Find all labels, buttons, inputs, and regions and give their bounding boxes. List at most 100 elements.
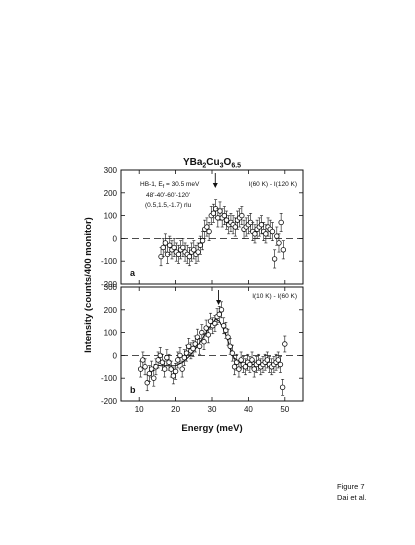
data-point	[220, 323, 227, 329]
data-point	[247, 361, 253, 368]
data-point	[278, 219, 284, 226]
panel-a-annotation-line2: 48'-40'-60'-120'	[146, 192, 190, 199]
data-point	[205, 332, 212, 338]
data-point	[206, 228, 212, 235]
data-point	[274, 233, 280, 239]
data-point	[216, 311, 222, 318]
figure-caption-line2: Dai et al.	[337, 493, 367, 502]
data-point	[192, 341, 198, 347]
panel-a-annotation-line3: (0.5,1.5,-1.7) rlu	[145, 202, 192, 209]
y-tick-label: 200	[104, 189, 118, 198]
data-point	[199, 329, 205, 336]
peak-arrow-head	[212, 183, 218, 188]
panel-a-annotation-line1: HB-1, Ef = 30.5 meV	[140, 181, 200, 190]
data-point	[180, 244, 186, 251]
data-point	[148, 366, 155, 372]
data-point	[190, 345, 196, 352]
data-point	[236, 366, 242, 372]
data-point	[167, 242, 173, 248]
y-tick-label: 100	[104, 329, 118, 338]
data-point	[255, 359, 262, 365]
data-point	[227, 343, 233, 349]
panel-b-legend: I(10 K) - I(60 K)	[252, 293, 297, 300]
data-point	[183, 350, 190, 356]
y-tick-label: 0	[113, 351, 118, 360]
data-point	[203, 325, 209, 331]
data-point	[252, 231, 258, 237]
data-point	[144, 380, 150, 386]
data-point	[239, 212, 245, 219]
data-point	[280, 247, 287, 253]
x-tick-label: 30	[208, 405, 217, 414]
y-tick-label: -200	[101, 280, 118, 289]
data-point	[231, 364, 238, 370]
data-point	[160, 244, 166, 251]
data-point	[229, 350, 236, 356]
data-point	[171, 244, 177, 251]
x-tick-label: 40	[244, 405, 253, 414]
x-axis-label: Energy (meV)	[181, 423, 242, 434]
data-point	[277, 361, 284, 368]
data-point	[234, 359, 240, 365]
y-axis-label: Intensity (counts/400 monitor)	[83, 217, 94, 353]
x-tick-label: 50	[280, 405, 289, 414]
data-point	[153, 364, 159, 370]
data-point	[155, 357, 161, 363]
data-point	[199, 237, 206, 244]
data-point	[215, 215, 221, 221]
data-point	[242, 364, 249, 370]
data-point	[223, 217, 230, 223]
panel-b-label: b	[130, 385, 136, 395]
figure-caption-line1: Figure 7	[337, 482, 365, 491]
data-point	[223, 327, 229, 334]
data-point	[275, 357, 281, 363]
y-tick-label: -100	[101, 257, 118, 266]
data-point	[161, 366, 168, 372]
data-point	[195, 249, 201, 255]
data-point	[191, 247, 197, 253]
data-point	[249, 357, 255, 363]
data-point	[264, 357, 271, 363]
y-tick-label: 0	[113, 234, 118, 243]
panel-b: I(10 K) - I(60 K) b -200 -100 0 100 200 300 10…	[101, 283, 304, 414]
data-point	[282, 341, 288, 347]
y-tick-label: -200	[101, 397, 118, 406]
data-point	[276, 240, 282, 246]
data-point	[201, 339, 207, 345]
data-point	[271, 256, 278, 262]
data-point	[159, 359, 166, 365]
data-point	[232, 224, 238, 230]
data-point	[212, 320, 218, 327]
panel-a: HB-1, Ef = 30.5 meV 48'-40'-60'-120' (0.…	[101, 166, 304, 289]
data-point	[225, 334, 231, 340]
data-point	[263, 231, 269, 237]
data-point	[166, 359, 172, 365]
data-point	[157, 352, 164, 359]
x-tick-label: 20	[171, 405, 180, 414]
data-point	[197, 242, 204, 248]
data-point	[170, 373, 177, 379]
data-point	[217, 208, 223, 214]
y-tick-label: 300	[104, 283, 118, 292]
data-point	[196, 343, 203, 349]
data-point	[146, 370, 153, 377]
data-point	[204, 224, 210, 230]
x-tick-label: 10	[135, 405, 144, 414]
data-point	[194, 334, 201, 340]
data-point	[168, 366, 174, 372]
data-point	[269, 228, 276, 235]
y-tick-label: -100	[101, 374, 118, 383]
y-tick-label: 100	[104, 212, 118, 221]
data-point	[186, 253, 193, 260]
data-point	[279, 384, 286, 391]
data-point	[175, 357, 181, 363]
data-point	[140, 357, 146, 363]
data-point	[175, 251, 182, 258]
data-point	[207, 318, 214, 324]
peak-arrow-head	[216, 300, 222, 305]
data-point	[142, 364, 148, 370]
data-point	[151, 375, 157, 381]
data-point	[164, 354, 170, 361]
data-point	[221, 212, 228, 219]
